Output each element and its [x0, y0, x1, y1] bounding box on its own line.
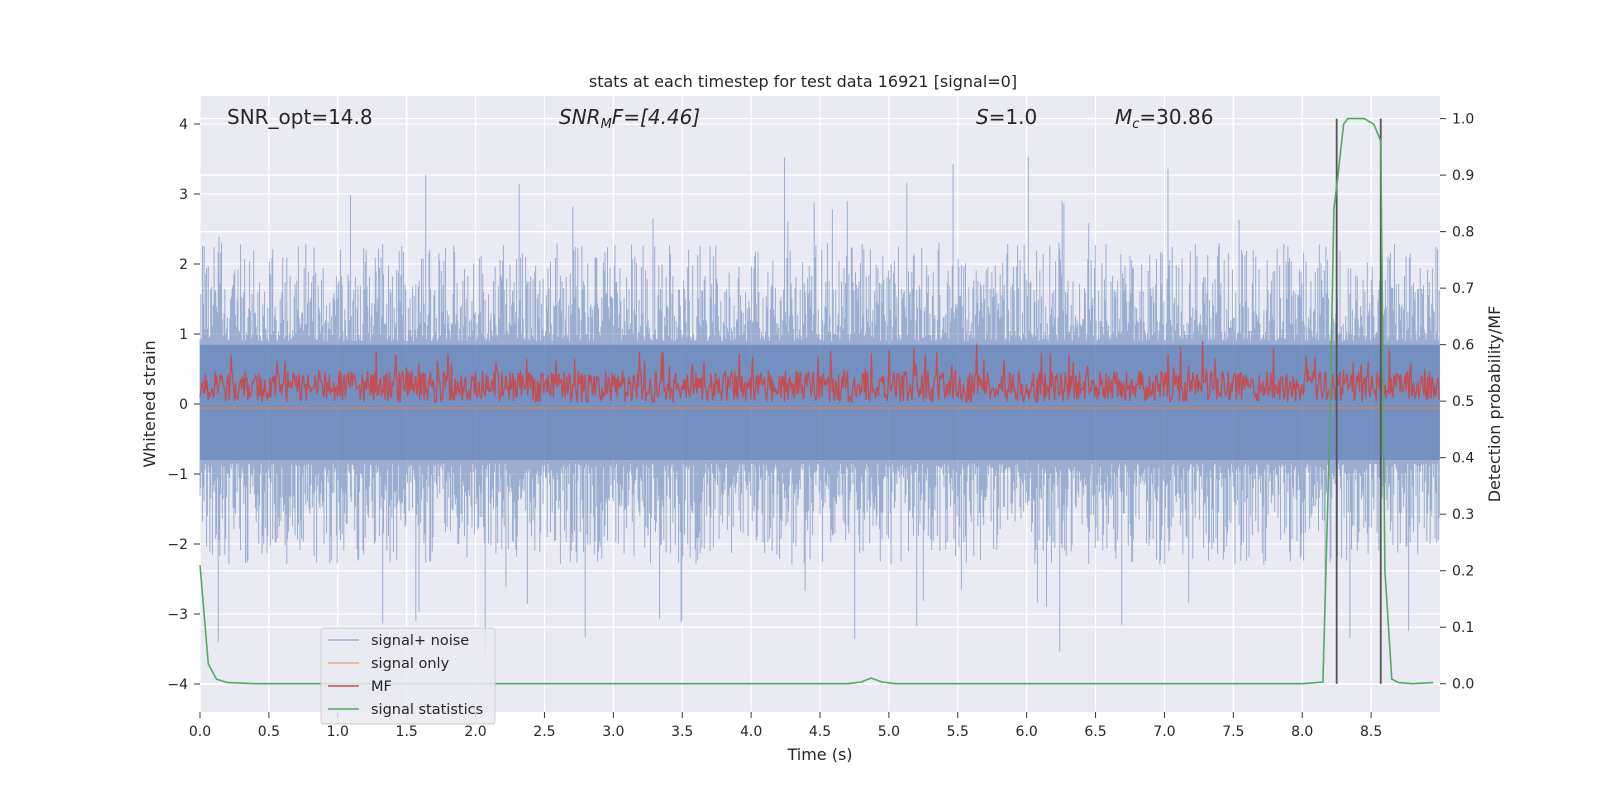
annotation-snr-mf-rest: F=[4.46]: [612, 105, 700, 129]
annotation-snr-mf-base: SNR: [559, 105, 601, 129]
series-mf: [199, 340, 1440, 404]
x-tick-label: 3.5: [671, 724, 693, 740]
x-tick-label: 1.0: [327, 724, 349, 740]
y-tick-label: −4: [167, 677, 188, 693]
x-tick-label: 7.5: [1222, 724, 1244, 740]
y2-tick-label: 0.0: [1452, 677, 1474, 693]
annotation-mc: Mc=30.86: [1115, 105, 1213, 132]
legend-label-signal-noise: signal+ noise: [371, 633, 469, 649]
y2-tick-label: 0.6: [1452, 338, 1474, 354]
x-tick-label: 2.0: [464, 724, 486, 740]
annotation-snr-mf-sub: M: [601, 117, 612, 132]
x-tick-label: 3.0: [602, 724, 624, 740]
y2-tick-label: 0.9: [1452, 168, 1474, 184]
x-tick-label: 2.5: [533, 724, 555, 740]
y-tick-label: 1: [179, 327, 188, 343]
annotation-mc-base: M: [1115, 105, 1132, 129]
y-tick-label: 2: [179, 257, 188, 273]
annotation-mc-sub: c: [1132, 117, 1139, 132]
y2-tick-label: 0.1: [1452, 620, 1474, 636]
y2-tick-label: 1.0: [1452, 112, 1474, 128]
x-tick-label: 4.5: [809, 724, 831, 740]
y2-tick-label: 0.3: [1452, 507, 1474, 523]
legend-label-signal-only: signal only: [371, 656, 450, 672]
y-axis-label: Whitened strain: [140, 340, 159, 467]
y2-tick-label: 0.4: [1452, 451, 1474, 467]
x-tick-label: 1.5: [396, 724, 418, 740]
x-axis-label: Time (s): [786, 745, 852, 764]
y2-tick-label: 0.5: [1452, 394, 1474, 410]
y2-tick-label: 0.7: [1452, 281, 1474, 297]
x-tick-label: 4.0: [740, 724, 762, 740]
legend-label-signal-statistics: signal statistics: [371, 702, 483, 718]
annotation-snr-mf: SNRMF=[4.46]: [559, 105, 700, 132]
y-tick-label: 4: [179, 117, 188, 133]
annotation-mc-rest: =30.86: [1139, 105, 1213, 129]
x-tick-label: 7.0: [1153, 724, 1175, 740]
x-tick-label: 5.0: [878, 724, 900, 740]
legend-box: [320, 627, 496, 725]
y-tick-label: −1: [167, 467, 188, 483]
legend-label-mf: MF: [371, 679, 392, 695]
annotation-s-var: S: [976, 105, 989, 129]
legend: signal+ noise signal only MF signal stat…: [320, 627, 496, 725]
chart-title: stats at each timestep for test data 169…: [589, 72, 1017, 91]
y-tick-label: 3: [179, 187, 188, 203]
annotation-s-rest: =1.0: [989, 105, 1038, 129]
y2-tick-label: 0.2: [1452, 564, 1474, 580]
x-tick-label: 8.5: [1360, 724, 1382, 740]
x-tick-label: 6.5: [1084, 724, 1106, 740]
x-ticks: 0.0 0.5 1.0 1.5 2.0 2.5 3.0 3.5 4.0 4.5 5.0 5.5 6.0 6…: [189, 712, 1382, 740]
x-tick-label: 0.0: [189, 724, 211, 740]
mf-trace: [199, 340, 1440, 404]
y-ticks: −4 −3 −2 −1 0 1 2 3 4: [167, 117, 200, 693]
x-tick-label: 5.5: [947, 724, 969, 740]
y-tick-label: −3: [167, 607, 188, 623]
x-tick-label: 8.0: [1291, 724, 1313, 740]
annotation-snr-opt: SNR_opt=14.8: [227, 105, 373, 129]
annotation-s: S=1.0: [976, 105, 1037, 129]
y2-axis-label: Detection probability/MF: [1485, 306, 1504, 503]
y2-ticks: 0.0 0.1 0.2 0.3 0.4 0.5 0.6 0.7 0.8 0.9 1.0: [1440, 112, 1474, 693]
y-tick-label: −2: [167, 537, 188, 553]
y2-tick-label: 0.8: [1452, 225, 1474, 241]
y-tick-label: 0: [179, 397, 188, 413]
x-tick-label: 0.5: [258, 724, 280, 740]
x-tick-label: 6.0: [1016, 724, 1038, 740]
